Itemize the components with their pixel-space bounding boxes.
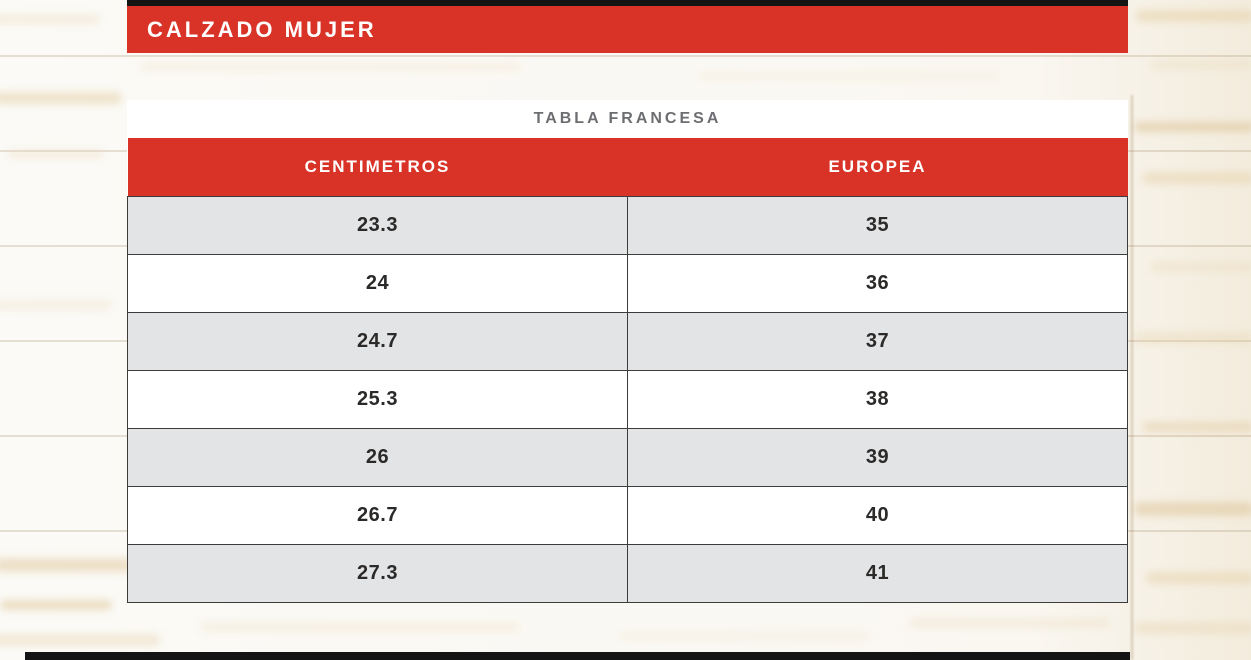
wood-streak (1150, 60, 1251, 70)
table-row: 24 36 (127, 253, 1128, 313)
wood-streak (1146, 572, 1251, 584)
table-row: 26.7 40 (127, 485, 1128, 545)
cell-centimetros: 26 (127, 427, 628, 487)
wood-streak (620, 632, 870, 640)
table-row: 24.7 37 (127, 311, 1128, 371)
bottom-divider-bar (25, 652, 1130, 660)
wood-streak (1134, 622, 1251, 634)
size-table: CENTIMETROS EUROPEA 23.3 35 24 36 24.7 3… (127, 138, 1128, 603)
wood-streak (200, 622, 520, 632)
cell-centimetros: 27.3 (127, 543, 628, 603)
wood-plank-seam (1131, 95, 1133, 660)
cell-centimetros: 24.7 (127, 311, 628, 371)
wood-streak (700, 72, 1000, 80)
top-divider-bar (127, 0, 1128, 6)
column-header-europea: EUROPEA (627, 138, 1128, 196)
wood-streak (0, 600, 112, 610)
wood-streak (8, 150, 103, 158)
section-banner: CALZADO MUJER (127, 6, 1128, 53)
cell-centimetros: 23.3 (127, 195, 628, 255)
cell-europea: 40 (627, 485, 1128, 545)
wood-streak (910, 618, 1110, 628)
cell-europea: 38 (627, 369, 1128, 429)
wood-streak (1134, 332, 1251, 344)
cell-europea: 39 (627, 427, 1128, 487)
cell-centimetros: 26.7 (127, 485, 628, 545)
cell-centimetros: 25.3 (127, 369, 628, 429)
wood-streak (1150, 262, 1251, 272)
wood-streak (1142, 422, 1251, 432)
column-header-centimetros: CENTIMETROS (127, 138, 628, 196)
table-row: 26 39 (127, 427, 1128, 487)
wood-streak (0, 14, 100, 24)
table-title: TABLA FRANCESA (533, 110, 722, 127)
wood-streak (0, 558, 134, 572)
wood-streak (1134, 502, 1251, 516)
section-title: CALZADO MUJER (147, 16, 377, 42)
wood-streak (1142, 172, 1251, 184)
cell-europea: 35 (627, 195, 1128, 255)
wood-streak (0, 634, 160, 646)
wood-streak (0, 92, 122, 104)
table-header-row: CENTIMETROS EUROPEA (127, 138, 1128, 196)
cell-centimetros: 24 (127, 253, 628, 313)
wood-streak (1134, 122, 1251, 132)
wood-streak (1136, 10, 1251, 22)
table-row: 23.3 35 (127, 195, 1128, 255)
wood-streak (0, 300, 112, 310)
cell-europea: 41 (627, 543, 1128, 603)
wood-streak (140, 62, 520, 71)
table-row: 27.3 41 (127, 543, 1128, 603)
cell-europea: 37 (627, 311, 1128, 371)
cell-europea: 36 (627, 253, 1128, 313)
table-row: 25.3 38 (127, 369, 1128, 429)
size-chart-card: TABLA FRANCESA CENTIMETROS EUROPEA 23.3 … (127, 100, 1128, 603)
